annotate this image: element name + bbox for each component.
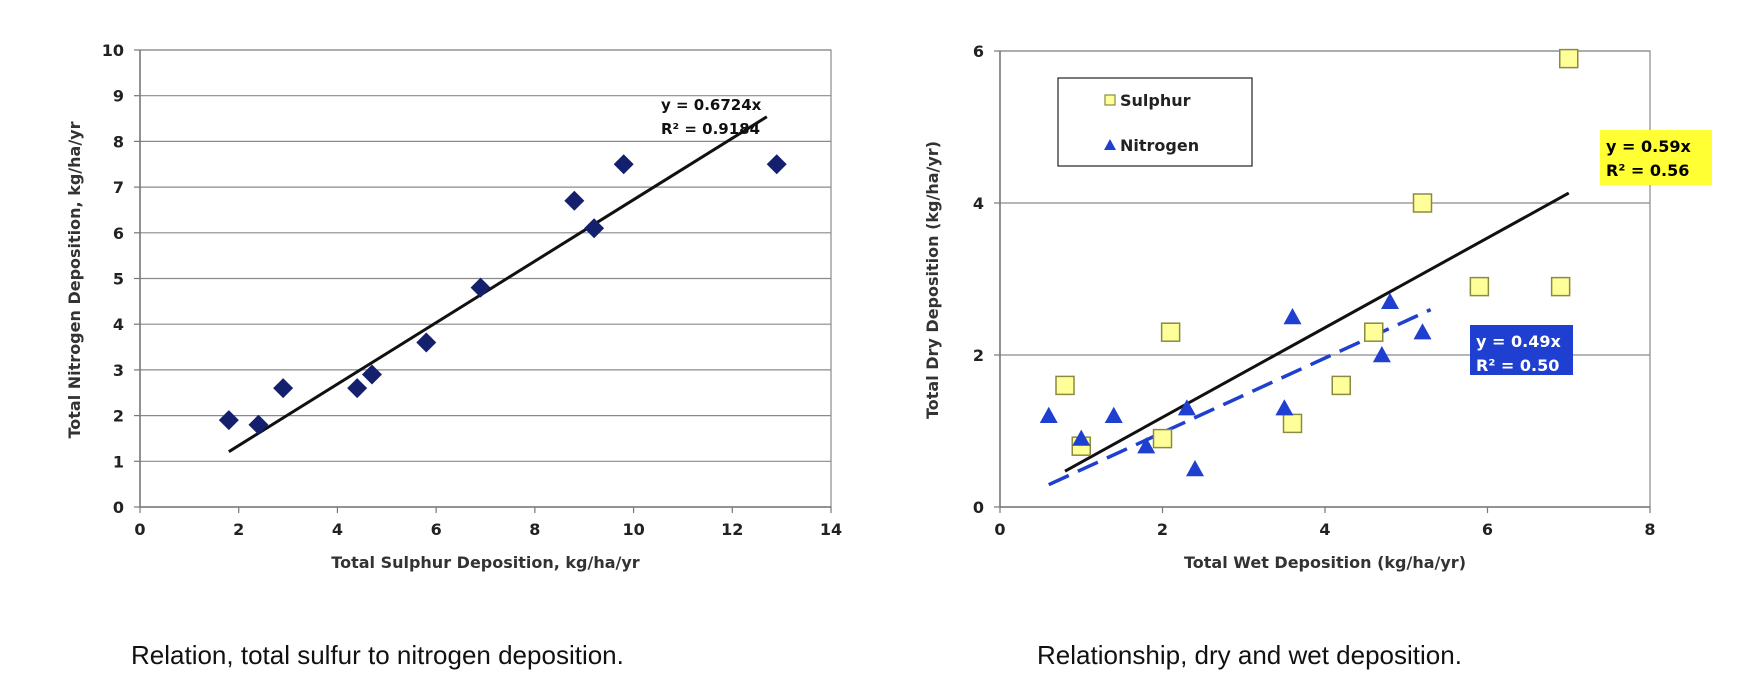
y-tick-label: 0 xyxy=(973,498,984,517)
y-axis-label: Total Dry Deposition (kg/ha/yr) xyxy=(923,141,942,419)
data-point-diamond xyxy=(273,378,294,399)
data-point-diamond xyxy=(218,410,239,431)
equation-label: R² = 0.56 xyxy=(1606,161,1689,180)
data-point-diamond xyxy=(361,364,382,385)
x-tick-label: 6 xyxy=(1482,520,1493,539)
x-tick-label: 0 xyxy=(994,520,1005,539)
x-tick-label: 12 xyxy=(721,520,743,539)
x-tick-label: 0 xyxy=(134,520,145,539)
data-point-triangle xyxy=(1381,292,1399,309)
data-point-triangle xyxy=(1137,437,1156,454)
legend-label: Nitrogen xyxy=(1120,136,1199,155)
equation-label: y = 0.59x xyxy=(1606,137,1691,156)
data-point-square xyxy=(1152,428,1173,449)
y-tick-label: 10 xyxy=(102,41,124,60)
data-point-diamond xyxy=(347,378,368,399)
x-tick-label: 4 xyxy=(1319,520,1330,539)
x-tick-label: 4 xyxy=(332,520,343,539)
data-point-diamond xyxy=(248,414,269,435)
data-point-square xyxy=(1160,322,1181,342)
data-point-diamond xyxy=(564,190,585,211)
y-tick-label: 8 xyxy=(113,132,124,151)
data-point-diamond xyxy=(613,154,634,175)
y-tick-label: 7 xyxy=(113,178,124,197)
x-tick-label: 2 xyxy=(233,520,244,539)
x-tick-label: 8 xyxy=(529,520,540,539)
trendline-0 xyxy=(228,115,768,453)
y-tick-label: 6 xyxy=(973,42,984,61)
data-point-square xyxy=(1550,276,1571,297)
legend-marker-square xyxy=(1104,94,1116,106)
equation-label: R² = 0.50 xyxy=(1476,356,1559,375)
y-tick-label: 0 xyxy=(113,498,124,517)
trendline-0 xyxy=(1064,191,1570,473)
chart-dry-vs-wet: 0 2 4 6 0 2 4 6 8 Total Wet Deposition (kg/ha/yr)… xyxy=(923,42,1712,572)
equation-label: y = 0.49x xyxy=(1476,332,1561,351)
data-point-triangle xyxy=(1413,323,1432,340)
data-point-triangle xyxy=(1372,346,1391,363)
data-point-triangle xyxy=(1186,460,1204,477)
equation-label-bg xyxy=(1600,130,1712,185)
equation-label: R² = 0.9184 xyxy=(661,120,760,138)
y-tick-label: 3 xyxy=(113,361,124,380)
x-tick-label: 8 xyxy=(1644,520,1655,539)
x-tick-label: 6 xyxy=(431,520,442,539)
equation-label-bg xyxy=(1470,325,1573,375)
data-point-square xyxy=(1282,413,1303,434)
x-axis-label: Total Wet Deposition (kg/ha/yr) xyxy=(1184,553,1466,572)
y-axis-label: Total Nitrogen Deposition, kg/ha/yr xyxy=(65,121,84,438)
x-tick-label: 10 xyxy=(622,520,644,539)
trendline-1 xyxy=(1048,308,1432,487)
legend-box xyxy=(1057,77,1253,167)
data-point-square xyxy=(1364,322,1384,342)
data-point-triangle xyxy=(1283,308,1302,325)
data-point-triangle xyxy=(1039,406,1058,423)
data-point-triangle xyxy=(1177,399,1196,416)
x-axis-label: Total Sulphur Deposition, kg/ha/yr xyxy=(331,553,640,572)
data-point-triangle xyxy=(1275,399,1294,416)
caption-left: Relation, total sulfur to nitrogen depos… xyxy=(131,640,624,670)
x-tick-label: 2 xyxy=(1157,520,1168,539)
y-tick-label: 6 xyxy=(113,224,124,243)
y-tick-label: 9 xyxy=(113,87,124,106)
y-tick-label: 4 xyxy=(113,315,124,334)
data-point-square xyxy=(1559,48,1579,69)
data-point-diamond xyxy=(416,332,437,353)
data-point-diamond xyxy=(470,277,491,298)
data-point-square xyxy=(1469,276,1490,297)
data-point-square xyxy=(1055,375,1075,396)
y-tick-label: 2 xyxy=(113,407,124,426)
legend-marker-triangle xyxy=(1104,139,1116,150)
data-point-triangle xyxy=(1104,406,1123,423)
y-tick-label: 5 xyxy=(113,270,124,289)
data-point-square xyxy=(1412,193,1433,213)
data-point-diamond xyxy=(584,218,605,239)
y-tick-label: 2 xyxy=(973,346,984,365)
y-tick-label: 4 xyxy=(973,194,984,213)
data-point-triangle xyxy=(1072,429,1091,446)
x-tick-label: 14 xyxy=(820,520,842,539)
data-point-square xyxy=(1331,375,1351,396)
y-tick-label: 1 xyxy=(113,452,124,471)
data-point-diamond xyxy=(766,154,787,175)
equation-label: y = 0.6724x xyxy=(661,96,762,114)
legend-label: Sulphur xyxy=(1120,91,1191,110)
caption-right: Relationship, dry and wet deposition. xyxy=(1037,640,1462,670)
